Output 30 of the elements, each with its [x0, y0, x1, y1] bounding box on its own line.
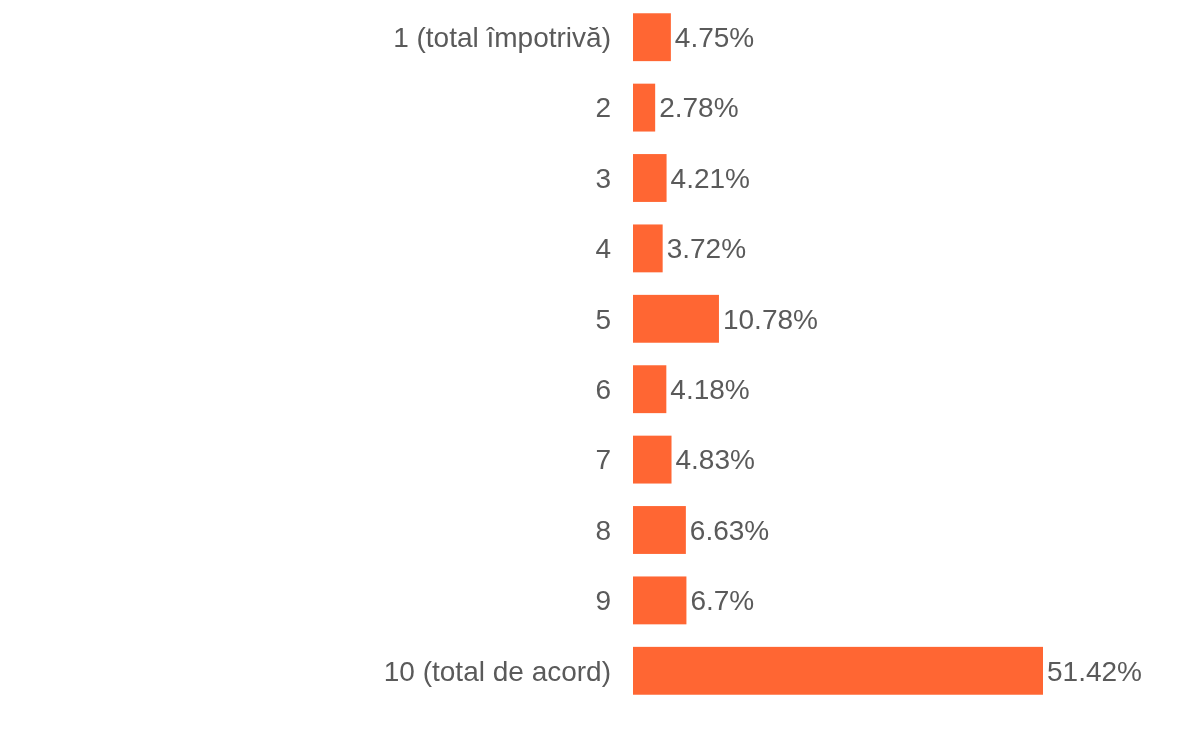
bar — [633, 435, 672, 484]
data-label: 4.18% — [670, 374, 750, 405]
data-label: 4.21% — [670, 162, 750, 194]
data-label: 6.63% — [689, 514, 770, 546]
data-label: 6.7% — [690, 585, 755, 617]
y-tick-label: 8 — [595, 514, 611, 546]
bar — [633, 576, 687, 625]
y-tick-label: 1 (total împotrivă) — [393, 22, 611, 53]
bar — [633, 365, 667, 414]
bar — [633, 294, 719, 343]
data-label: 4.83% — [675, 444, 755, 476]
data-label: 4.75% — [674, 22, 755, 53]
y-tick-label: 4 — [595, 233, 611, 265]
bar — [633, 13, 671, 62]
bar — [633, 506, 686, 554]
data-label: 51.42% — [1047, 655, 1142, 687]
bar — [633, 646, 1043, 695]
y-tick-label: 6 — [595, 374, 611, 405]
y-tick-label: 10 (total de acord) — [383, 655, 611, 687]
bar — [633, 83, 656, 132]
bar — [633, 224, 663, 273]
y-tick-label: 9 — [595, 585, 611, 617]
y-tick-label: 2 — [595, 92, 611, 124]
y-tick-label: 7 — [595, 444, 611, 476]
data-label: 3.72% — [666, 233, 747, 265]
data-label: 10.78% — [722, 303, 818, 335]
y-tick-label: 3 — [595, 162, 611, 194]
y-tick-label: 5 — [595, 303, 611, 335]
bar — [633, 154, 667, 202]
data-label: 2.78% — [659, 92, 739, 124]
